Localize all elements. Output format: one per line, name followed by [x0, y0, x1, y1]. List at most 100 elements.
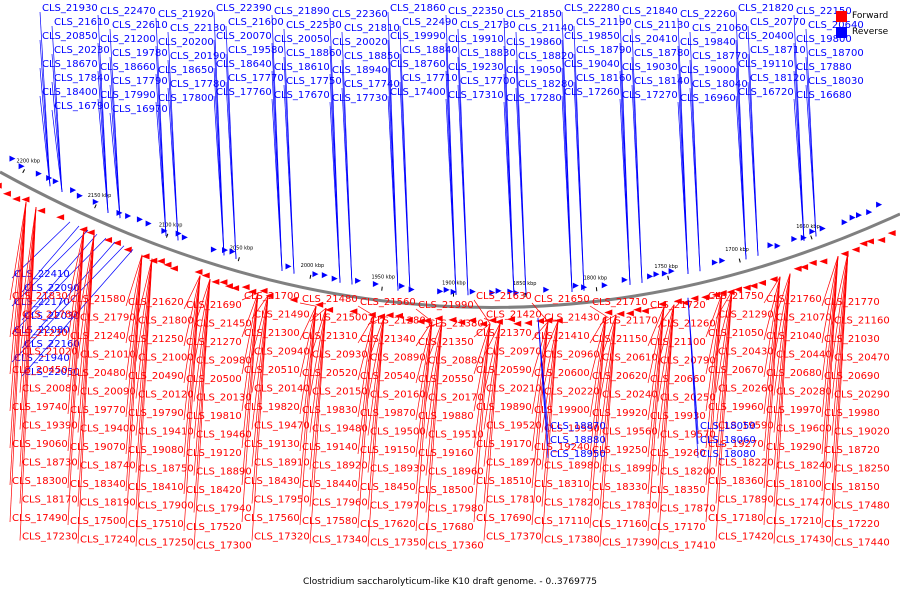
forward-gene-label[interactable]: CLS_19120: [186, 448, 242, 459]
forward-gene-arrow[interactable]: [468, 317, 477, 324]
reverse-gene-label[interactable]: CLS_17730: [332, 93, 388, 104]
reverse-gene-label[interactable]: CLS_19030: [622, 62, 678, 73]
reverse-gene-label[interactable]: CLS_18790: [576, 45, 632, 56]
forward-gene-label[interactable]: CLS_17300: [196, 541, 252, 552]
forward-gene-arrow[interactable]: [224, 283, 233, 290]
forward-gene-arrow[interactable]: [325, 306, 334, 313]
forward-gene-label[interactable]: CLS_17240: [80, 535, 136, 546]
forward-gene-label[interactable]: CLS_21420: [486, 310, 542, 321]
forward-gene-label[interactable]: CLS_18440: [302, 479, 358, 490]
forward-gene-label[interactable]: CLS_20440: [776, 350, 832, 361]
reverse-gene-label[interactable]: CLS_20410: [622, 34, 678, 45]
forward-gene-label[interactable]: CLS_21580: [70, 294, 126, 305]
forward-gene-label[interactable]: CLS_17580: [302, 516, 358, 527]
reverse-gene-label[interactable]: CLS_22030: [24, 311, 80, 322]
forward-gene-label[interactable]: CLS_17890: [718, 495, 774, 506]
reverse-gene-label[interactable]: CLS_19050: [506, 65, 562, 76]
reverse-gene-arrow[interactable]: [601, 282, 608, 289]
reverse-gene-label[interactable]: CLS_20400: [738, 31, 794, 42]
reverse-gene-arrow[interactable]: [355, 277, 362, 284]
reverse-gene-label[interactable]: CLS_17760: [216, 87, 272, 98]
reverse-gene-label[interactable]: CLS_18860: [286, 48, 342, 59]
reverse-gene-label[interactable]: CLS_21840: [622, 6, 678, 17]
forward-gene-arrow[interactable]: [749, 282, 758, 289]
forward-gene-label[interactable]: CLS_17620: [360, 519, 416, 530]
forward-gene-label[interactable]: CLS_19400: [80, 424, 136, 435]
forward-gene-label[interactable]: CLS_19520: [486, 421, 542, 432]
forward-gene-arrow[interactable]: [21, 196, 30, 203]
forward-gene-arrow[interactable]: [718, 289, 727, 296]
reverse-gene-arrow[interactable]: [145, 220, 152, 227]
reverse-gene-arrow[interactable]: [285, 263, 292, 270]
reverse-gene-label[interactable]: CLS_19780: [112, 48, 168, 59]
forward-gene-arrow[interactable]: [711, 291, 720, 298]
forward-gene-label[interactable]: CLS_17320: [254, 532, 310, 543]
reverse-gene-label[interactable]: CLS_21920: [158, 9, 214, 20]
reverse-gene-label[interactable]: CLS_17770: [228, 73, 284, 84]
forward-gene-arrow[interactable]: [690, 295, 699, 302]
reverse-gene-label[interactable]: CLS_21730: [460, 20, 516, 31]
forward-gene-label[interactable]: CLS_18930: [370, 464, 426, 475]
reverse-gene-label[interactable]: CLS_22130: [170, 23, 226, 34]
forward-gene-label[interactable]: CLS_19270: [708, 439, 764, 450]
forward-gene-label[interactable]: CLS_19390: [22, 421, 78, 432]
reverse-gene-label[interactable]: CLS_17800: [158, 93, 214, 104]
forward-gene-arrow[interactable]: [701, 294, 710, 301]
forward-gene-label[interactable]: CLS_20170: [428, 393, 484, 404]
reverse-gene-label[interactable]: CLS_22150: [796, 6, 852, 17]
forward-gene-arrow[interactable]: [248, 288, 257, 295]
forward-gene-label[interactable]: CLS_18890: [196, 467, 252, 478]
forward-gene-label[interactable]: CLS_18960: [428, 467, 484, 478]
reverse-gene-label[interactable]: CLS_19850: [564, 31, 620, 42]
forward-gene-label[interactable]: CLS_19970: [766, 405, 822, 416]
forward-gene-label[interactable]: CLS_18330: [592, 482, 648, 493]
reverse-gene-label[interactable]: CLS_16790: [54, 101, 110, 112]
forward-gene-label[interactable]: CLS_21100: [650, 337, 706, 348]
forward-gene-arrow[interactable]: [865, 238, 874, 245]
reverse-gene-label[interactable]: CLS_18030: [808, 76, 864, 87]
forward-gene-label[interactable]: CLS_19260: [650, 448, 706, 459]
forward-gene-label[interactable]: CLS_21450: [196, 319, 252, 330]
reverse-gene-label[interactable]: CLS_19840: [680, 37, 736, 48]
reverse-gene-label[interactable]: CLS_19110: [738, 59, 794, 70]
forward-gene-arrow[interactable]: [395, 312, 404, 319]
forward-gene-label[interactable]: CLS_21790: [80, 313, 136, 324]
reverse-gene-label[interactable]: CLS_19860: [506, 37, 562, 48]
reverse-gene-arrow[interactable]: [181, 234, 188, 241]
forward-gene-label[interactable]: CLS_19060: [12, 439, 68, 450]
reverse-gene-label[interactable]: CLS_18950: [550, 449, 606, 460]
forward-gene-label[interactable]: CLS_21030: [824, 334, 880, 345]
forward-gene-label[interactable]: CLS_19460: [196, 430, 252, 441]
reverse-gene-label[interactable]: CLS_22090: [24, 283, 80, 294]
forward-gene-label[interactable]: CLS_18500: [418, 485, 474, 496]
forward-gene-label[interactable]: CLS_19820: [244, 402, 300, 413]
reverse-gene-label[interactable]: CLS_22390: [216, 3, 272, 14]
reverse-gene-label[interactable]: CLS_16960: [680, 93, 736, 104]
reverse-gene-label[interactable]: CLS_22280: [564, 3, 620, 14]
reverse-gene-arrow[interactable]: [572, 282, 579, 289]
forward-gene-label[interactable]: CLS_19510: [428, 430, 484, 441]
reverse-gene-label[interactable]: CLS_18770: [692, 51, 748, 62]
forward-gene-arrow[interactable]: [742, 284, 751, 291]
reverse-gene-label[interactable]: CLS_18880: [550, 435, 606, 446]
forward-gene-arrow[interactable]: [758, 279, 767, 286]
forward-gene-label[interactable]: CLS_20670: [708, 365, 764, 376]
forward-gene-label[interactable]: CLS_17810: [486, 495, 542, 506]
reverse-gene-label[interactable]: CLS_17840: [54, 73, 110, 84]
forward-gene-label[interactable]: CLS_18170: [22, 495, 78, 506]
reverse-gene-arrow[interactable]: [210, 246, 217, 253]
legend-item-forward[interactable]: Forward: [836, 8, 888, 24]
forward-gene-label[interactable]: CLS_21160: [834, 316, 890, 327]
forward-gene-label[interactable]: CLS_21250: [128, 334, 184, 345]
forward-gene-label[interactable]: CLS_17820: [544, 498, 600, 509]
forward-gene-label[interactable]: CLS_17370: [486, 532, 542, 543]
reverse-gene-label[interactable]: CLS_17280: [506, 93, 562, 104]
reverse-gene-arrow[interactable]: [437, 288, 444, 295]
reverse-gene-label[interactable]: CLS_22160: [24, 339, 80, 350]
forward-gene-label[interactable]: CLS_19020: [834, 427, 890, 438]
forward-gene-label[interactable]: CLS_21290: [718, 310, 774, 321]
forward-gene-label[interactable]: CLS_18920: [312, 461, 368, 472]
forward-gene-arrow[interactable]: [2, 190, 11, 197]
forward-gene-label[interactable]: CLS_17430: [776, 535, 832, 546]
